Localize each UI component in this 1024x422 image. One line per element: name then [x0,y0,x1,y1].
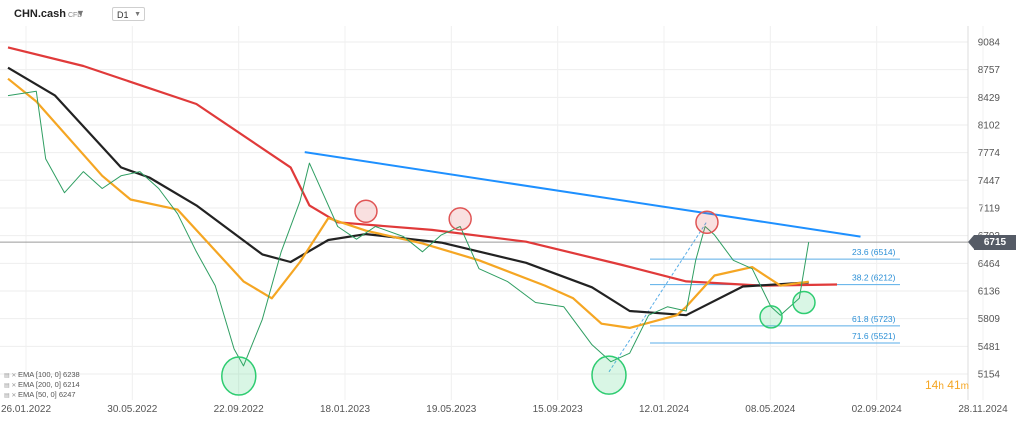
indicator-legend: ▤ ✕ EMA [100, 0] 6238 ▤ ✕ EMA [200, 0] 621… [4,370,80,400]
fib-level-label: 23.6 (6514) [852,247,896,257]
y-tick-label: 7119 [978,204,1000,215]
highlight-ellipse [448,207,472,231]
highlight-ellipse [695,210,719,235]
fib-level-label: 38.2 (6212) [852,273,896,283]
y-tick-label: 5481 [978,342,1001,353]
fib-level-label: 71.6 (5521) [852,331,896,341]
candle-countdown: 14h 41m [925,378,969,392]
y-tick-label: 5809 [978,314,1001,325]
highlight-ellipse [221,356,257,396]
x-tick-label: 15.09.2023 [533,404,583,415]
fib-level-label: 61.8 (5723) [852,314,896,324]
x-tick-label: 19.05.2023 [426,404,476,415]
highlight-ellipse [792,290,816,315]
current-price-tag: 6715 [968,235,1016,250]
chevron-down-icon: ▼ [134,11,141,18]
chart-toolbar: CHN.cash CFD ▼ D1 ▼ [0,0,1024,26]
resistance-trendline [304,151,861,238]
y-tick-label: 7774 [978,148,1001,159]
highlight-ellipse [759,305,783,329]
timeframe-select[interactable]: D1 ▼ [112,7,145,21]
timeframe-value: D1 [117,10,129,20]
x-tick-label: 22.09.2022 [214,404,264,415]
x-tick-label: 26.01.2022 [1,404,51,415]
highlight-ellipse [591,355,627,395]
price-series-line [7,90,810,367]
legend-item-ema200[interactable]: ▤ ✕ EMA [200, 0] 6214 [4,380,80,389]
y-tick-label: 8757 [978,65,1001,76]
x-tick-label: 12.01.2024 [639,404,689,415]
fib-anchor-line [608,221,708,373]
x-tick-label: 18.01.2023 [320,404,370,415]
y-tick-label: 8429 [978,93,1001,104]
legend-item-ema100[interactable]: ▤ ✕ EMA [100, 0] 6238 [4,370,80,379]
y-tick-label: 7447 [978,176,1001,187]
x-tick-label: 08.05.2024 [745,404,795,415]
y-tick-label: 6464 [978,259,1001,270]
x-tick-label: 30.05.2022 [107,404,157,415]
ema-series-line [7,77,809,329]
y-tick-label: 5154 [978,370,1001,381]
indicator-icon: ▤ ✕ [4,373,17,379]
x-tick-label: 02.09.2024 [852,404,902,415]
y-tick-label: 9084 [978,38,1001,49]
symbol-type: CFD [67,12,83,19]
highlight-ellipse [354,199,378,224]
y-tick-label: 8102 [978,120,1001,131]
x-tick-label: 28.11.2024 [958,404,1008,415]
symbol-label[interactable]: CHN.cash CFD [14,8,82,20]
indicator-icon: ▤ ✕ [4,393,17,399]
symbol-name: CHN.cash [14,8,66,20]
ema-series-line [7,46,838,287]
ema-series-line [7,66,809,317]
y-tick-label: 6136 [978,287,1001,298]
legend-item-ema50[interactable]: ▤ ✕ EMA [50, 0] 6247 [4,390,76,399]
symbol-dropdown-icon[interactable]: ▼ [76,8,85,18]
indicator-icon: ▤ ✕ [4,383,17,389]
